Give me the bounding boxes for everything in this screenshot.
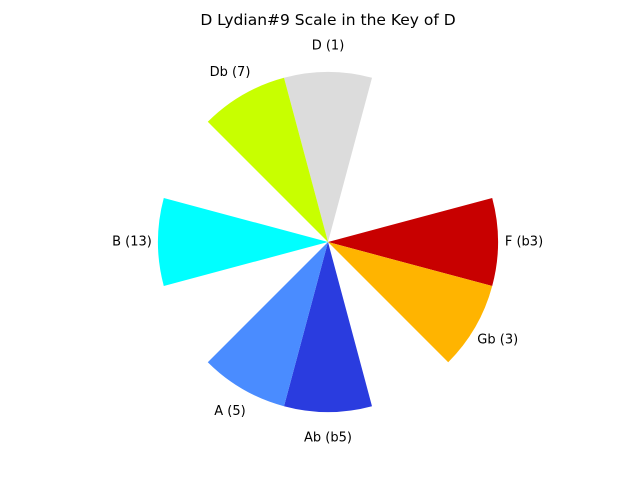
label-group: D (1) F (b3) Gb (3) Ab (b5) A (5) B (13) Db (7… [112, 39, 543, 446]
slice-label-4: A (5) [214, 404, 245, 419]
slice-6 [207, 77, 328, 242]
slice-0 [284, 71, 372, 242]
slice-3 [284, 242, 372, 413]
slice-4 [207, 242, 328, 407]
slice-label-6: Db (7) [210, 65, 251, 80]
slice-2 [328, 242, 493, 363]
slice-1 [328, 198, 499, 286]
chart-title: D Lydian#9 Scale in the Key of D [200, 11, 456, 29]
slice-group [157, 71, 499, 413]
slice-label-2: Gb (3) [477, 333, 518, 348]
slice-label-1: F (b3) [505, 235, 543, 250]
slice-5 [157, 198, 328, 286]
slice-label-3: Ab (b5) [304, 431, 352, 446]
slice-label-0: D (1) [312, 39, 345, 54]
slice-label-5: B (13) [112, 235, 152, 250]
